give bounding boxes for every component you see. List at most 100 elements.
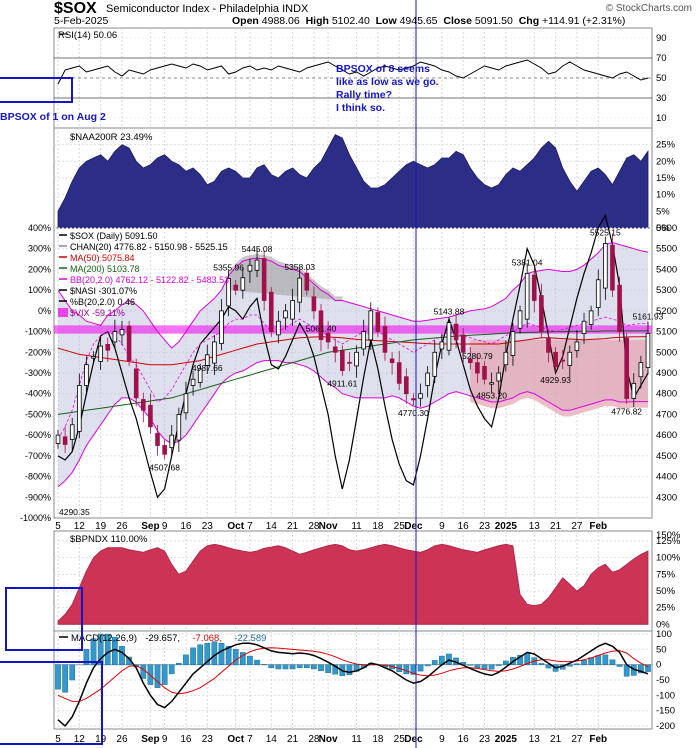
macd-tick-label: -50: [656, 675, 670, 686]
annotation-line: like as low as we go.: [336, 76, 439, 88]
price-value-label: 5143.88: [434, 306, 465, 316]
legend-swatch-vix: [58, 308, 68, 317]
exchange-label: INDX: [282, 3, 309, 15]
open-label: Open: [232, 15, 259, 27]
price-value-label: 5355.96: [213, 263, 244, 273]
macd-histogram-bar: [502, 660, 509, 665]
price-candle-body: [69, 424, 75, 440]
macd-histogram-bar: [645, 664, 651, 672]
bpndx-area: [57, 543, 649, 625]
x-axis-label-bottom: 26: [116, 734, 128, 745]
price-candle-body: [141, 399, 146, 411]
price-candle-body: [290, 300, 295, 320]
price-candle-body: [588, 310, 594, 325]
macd-tick-label: -100: [656, 690, 675, 701]
price-candle-body: [254, 259, 260, 271]
price-candle-body: [432, 351, 438, 377]
price-candle-body: [439, 341, 445, 350]
price-candle-body: [574, 341, 580, 352]
macd-histogram-bar: [83, 649, 90, 665]
x-axis-label-bottom: 11: [351, 734, 362, 745]
close-value: 5091.50: [474, 15, 513, 27]
macd-histogram-bar: [566, 664, 573, 667]
nasi-tick-label: -500%: [25, 409, 51, 419]
x-axis-label: 16: [180, 521, 192, 532]
price-candle-body: [105, 344, 111, 351]
x-axis-label: 25: [394, 521, 406, 532]
price-candle-body: [297, 277, 302, 303]
price-value-label: 4776.82: [611, 407, 642, 417]
price-candle-body: [332, 346, 338, 353]
macd-histogram-bar: [403, 664, 410, 675]
macd-histogram-bar: [247, 655, 253, 665]
price-candle-body: [169, 434, 175, 449]
nasi-tick-label: -200%: [25, 347, 51, 357]
macd-histogram-bar: [574, 663, 580, 665]
price-value-label: 5161.93: [633, 311, 664, 321]
price-candle-body: [603, 243, 608, 289]
price-candle-body: [631, 382, 637, 399]
price-candle-body: [155, 433, 160, 446]
price-value-label: 4929.93: [540, 375, 571, 385]
x-axis-label: 23: [479, 521, 491, 532]
x-axis-label-bottom: 7: [247, 734, 253, 745]
low-label: Low: [375, 15, 397, 27]
price-legend-entry: CHAN(20) 4776.82 - 5150.98 - 5525.15: [70, 242, 228, 252]
x-axis-label: 21: [287, 521, 299, 532]
price-candle-body: [453, 323, 459, 341]
annotation-box-macd: [0, 661, 103, 745]
x-axis-label: Oct: [227, 521, 244, 532]
macd-tick-label: 50: [656, 644, 667, 655]
symbol-title: $SOX: [54, 0, 97, 17]
price-candle-body: [325, 332, 331, 343]
price-legend-entry: $SOX (Daily) 5091.50: [70, 231, 158, 241]
x-axis-label: 19: [95, 521, 107, 532]
macd-histogram-bar: [296, 664, 303, 668]
price-candle-body: [261, 258, 267, 301]
price-tick-label: 4900: [656, 368, 677, 379]
price-value-label: 4507.68: [149, 462, 180, 472]
price-candle-body: [354, 351, 359, 367]
x-axis-label-bottom: Feb: [589, 734, 607, 745]
naa-tick-label: 5%: [656, 206, 670, 217]
x-axis-label-bottom: Nov: [319, 734, 338, 745]
price-candle-body: [318, 310, 324, 340]
macd-histogram-bar: [168, 664, 175, 675]
x-axis-label: 7: [247, 521, 253, 532]
bpndx-tick-label: 0%: [656, 619, 670, 630]
annotation-line: Rally time?: [336, 89, 393, 101]
macd-histogram-bar: [204, 643, 211, 665]
price-candle-body: [404, 376, 409, 395]
price-legend-entry: MA(50) 5075.84: [70, 253, 135, 263]
naa-tick-label: 25%: [656, 140, 676, 151]
date-label: 5-Feb-2025: [54, 15, 109, 27]
price-candle-body: [340, 350, 345, 371]
price-candle-body: [482, 365, 487, 380]
bb-band-fill: [58, 242, 648, 487]
price-tick-label: 5500: [656, 244, 677, 255]
low-value: 4945.65: [399, 15, 438, 27]
price-candle-body: [133, 368, 139, 399]
macd-histogram-bar: [119, 646, 125, 665]
macd-histogram-bar: [69, 664, 76, 681]
x-axis-label: Nov: [319, 521, 338, 532]
bpndx-tick-label: 100%: [656, 553, 681, 564]
x-axis-label: Dec: [404, 521, 423, 532]
macd-histogram-bar: [161, 664, 168, 685]
macd-histogram-bar: [183, 654, 189, 665]
rsi-tick-label: 90: [656, 33, 667, 44]
price-tick-label: 4300: [656, 492, 677, 503]
price-candle-body: [460, 334, 466, 353]
price-candle-body: [183, 393, 189, 414]
rsi-legend: RSI(14) 50.06: [58, 30, 117, 41]
change-value: +114.91 (+2.31%): [542, 15, 626, 27]
x-axis-label-bottom: 9: [162, 734, 168, 745]
x-axis-label-bottom: 16: [458, 734, 470, 745]
macd-histogram-bar: [104, 633, 111, 665]
nasi-tick-label: 300%: [28, 244, 51, 254]
bpndx-tick-label: 25%: [656, 603, 676, 614]
nasi-tick-label: 0%: [38, 306, 51, 316]
x-axis-label: 14: [266, 521, 278, 532]
price-candle-body: [581, 320, 587, 335]
x-axis-label: Sep: [141, 521, 159, 532]
